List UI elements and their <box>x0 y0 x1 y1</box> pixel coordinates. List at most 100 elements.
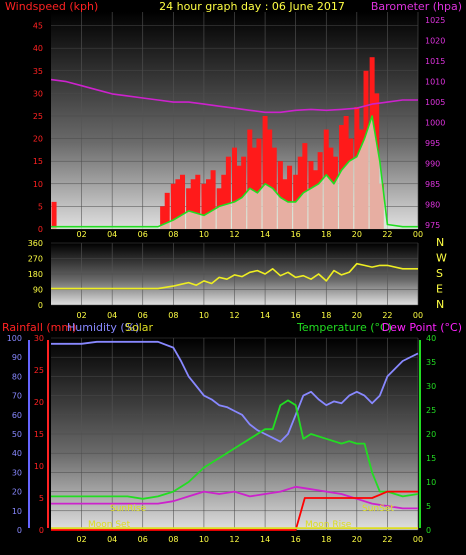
x-tick-label: 16 <box>291 230 301 239</box>
x-tick-label: 02 <box>76 311 86 320</box>
wind-direction-line <box>51 262 418 290</box>
x-tick-label: 08 <box>168 230 178 239</box>
x-tick-label: 20 <box>352 230 362 239</box>
x-tick-label: 08 <box>168 311 178 320</box>
right-tick-label: E <box>436 283 443 296</box>
wind-gust-bar <box>206 179 212 229</box>
x-tick-label: 08 <box>168 535 178 544</box>
right-tick-label: 980 <box>425 200 440 209</box>
right-tick-label: 985 <box>425 180 440 189</box>
rain-tick-label: 5 <box>39 494 44 503</box>
left-tick-label: 20 <box>33 135 43 144</box>
right-tick-label: 995 <box>425 139 440 148</box>
left-tick-label: 90 <box>12 353 22 362</box>
x-tick-label: 22 <box>382 230 392 239</box>
x-tick-label: 06 <box>138 230 148 239</box>
moonrise-label: Moon Rise <box>305 520 352 530</box>
x-tick-label: 04 <box>107 535 117 544</box>
right-tick-label: 1000 <box>425 119 445 128</box>
left-tick-label: 5 <box>38 202 43 211</box>
wind-gust-bar <box>297 156 303 229</box>
wind-gust-bar <box>241 156 247 229</box>
wind-gust-bar <box>277 161 283 229</box>
moonset-label: Moon Set <box>88 520 131 530</box>
wind-gust-bar <box>262 115 268 229</box>
left-tick-label: 30 <box>33 89 43 98</box>
wind-gust-bar <box>195 174 201 229</box>
sunrise-label: SunRise <box>110 504 147 514</box>
wind-gust-bar <box>251 147 257 229</box>
left-tick-label: 15 <box>33 157 43 166</box>
x-tick-label: 12 <box>229 311 239 320</box>
wind-gust-bar <box>287 165 293 229</box>
left-tick-label: 45 <box>33 22 43 31</box>
right-tick-label: 40 <box>426 334 436 343</box>
wind-gust-bar <box>256 138 262 229</box>
panel2-grid <box>51 242 419 306</box>
wind-average-area <box>51 116 418 229</box>
windspeed-axis-label: Windspeed (kph) <box>5 0 98 13</box>
right-tick-label: 1015 <box>425 57 445 66</box>
temperature-humidity-panel: 0 10 20 30 40 50 60 70 80 90 100 0 5 10 15 20 25 30 35 40 0 5… <box>2 321 462 535</box>
wind-gust-bar <box>302 143 308 229</box>
right-tick-label: 25 <box>426 406 436 415</box>
temperature-label: Temperature (°C) <box>296 321 392 334</box>
x-tick-label: 20 <box>352 535 362 544</box>
x-tick-label: 06 <box>138 311 148 320</box>
wind-gust-bar <box>186 188 192 229</box>
right-tick-label: 990 <box>425 159 440 168</box>
right-tick-label: 0 <box>426 526 431 535</box>
panel3-series <box>51 340 419 531</box>
right-tick-label: 30 <box>426 382 436 391</box>
wind-gust-bar <box>51 201 57 229</box>
left-tick-label: 60 <box>12 411 22 420</box>
left-tick-label: 270 <box>28 255 43 264</box>
x-tick-label: 10 <box>199 311 209 320</box>
left-tick-label: 40 <box>33 44 43 53</box>
wind-gust-bar <box>160 206 166 229</box>
left-tick-label: 0 <box>17 526 22 535</box>
wind-gust-bar <box>170 183 176 229</box>
wind-gust-bar <box>267 129 273 229</box>
rain-tick-label: 10 <box>34 462 44 471</box>
x-axis-labels: 02 04 06 08 10 12 14 16 18 20 22 00 02 04 06 08 10 12 14 16… <box>76 230 423 544</box>
wind-gust-bar <box>247 129 253 229</box>
wind-gust-bar <box>232 147 237 229</box>
barometer-line <box>50 78 418 114</box>
panel1-ticks: 0510152025303540459759809859909951000100… <box>33 16 446 234</box>
right-tick-label: 1005 <box>425 98 445 107</box>
wind-gust-bar <box>190 179 196 229</box>
humidity-label: Humidity (%) <box>67 321 139 334</box>
x-tick-label: 00 <box>413 311 423 320</box>
wind-gust-bar <box>210 170 216 229</box>
right-tick-label: S <box>436 267 443 280</box>
x-tick-label: 14 <box>260 230 270 239</box>
left-tick-label: 50 <box>12 430 22 439</box>
left-tick-label: 80 <box>12 372 22 381</box>
rain-tick-label: 15 <box>34 430 44 439</box>
x-tick-label: 22 <box>382 311 392 320</box>
humidity-line <box>51 340 419 443</box>
right-tick-label: 35 <box>426 358 436 367</box>
sunset-label: SunSet <box>362 504 394 514</box>
x-tick-label: 10 <box>199 535 209 544</box>
right-tick-label: 1025 <box>425 16 445 25</box>
left-tick-label: 180 <box>28 270 43 279</box>
right-tick-label: W <box>436 252 447 265</box>
rainfall-label: Rainfall (mm) <box>2 321 76 334</box>
left-tick-label: 10 <box>33 180 43 189</box>
panel3-ticks: 0 10 20 30 40 50 60 70 80 90 100 0 5 10 15 20 25 30 35 40 0 5… <box>7 334 436 535</box>
dew-point-label: Dew Point (°C) <box>382 321 462 334</box>
right-tick-label: 1020 <box>425 37 445 46</box>
x-tick-label: 12 <box>229 535 239 544</box>
temperature-line <box>51 399 419 500</box>
right-tick-label: 15 <box>426 454 436 463</box>
left-tick-label: 360 <box>28 239 43 248</box>
right-tick-label: 10 <box>426 478 436 487</box>
wind-gust-bar <box>175 179 181 229</box>
panel2-series <box>51 262 418 290</box>
right-tick-label: 5 <box>426 502 431 511</box>
barometer-axis-label: Barometer (hpa) <box>371 0 462 13</box>
